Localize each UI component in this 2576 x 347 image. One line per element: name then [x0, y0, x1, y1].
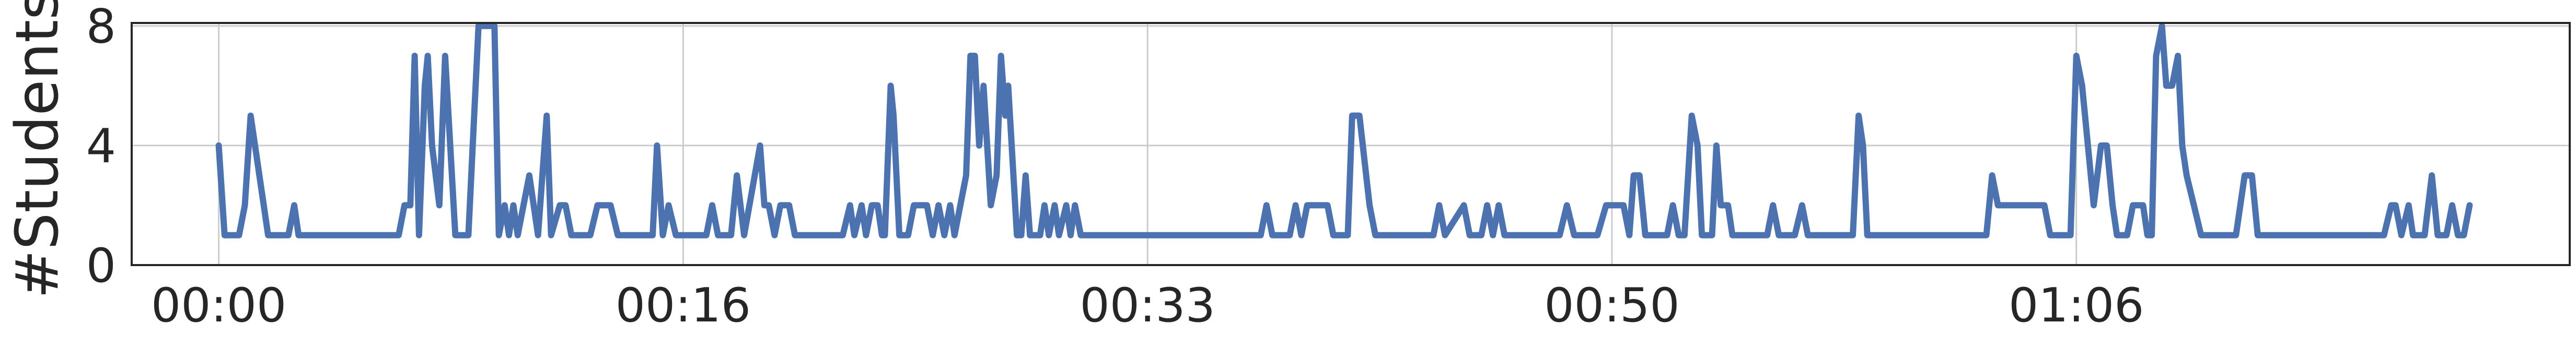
- data-point: [565, 205, 566, 206]
- data-point: [668, 205, 669, 206]
- data-point: [1639, 175, 1640, 176]
- y-axis-label: #Students: [4, 0, 72, 299]
- data-point: [410, 205, 411, 206]
- data-point: [504, 205, 505, 206]
- data-point: [404, 205, 405, 206]
- series-group: [215, 22, 2473, 238]
- x-tick-label: 00:16: [616, 278, 751, 333]
- x-tick-label: 00:00: [151, 278, 286, 333]
- data-point: [513, 205, 514, 206]
- data-point: [597, 205, 598, 206]
- y-tick-label: 0: [86, 238, 116, 293]
- x-tick-label: 00:33: [1080, 278, 1215, 333]
- data-point: [979, 145, 980, 146]
- data-point: [2044, 205, 2045, 206]
- data-point: [966, 175, 967, 176]
- data-point: [1691, 115, 1692, 116]
- plot-frame: [131, 22, 2571, 266]
- data-point: [2408, 205, 2409, 206]
- data-point: [996, 175, 997, 176]
- data-point: [1327, 205, 1328, 206]
- x-tick-labels: 00:00 00:16 00:33 00:50 01:06: [151, 278, 2144, 333]
- data-point: [1697, 145, 1698, 146]
- y-tick-label: 8: [86, 0, 116, 54]
- data-point: [1438, 205, 1440, 206]
- data-point: [2452, 205, 2453, 206]
- data-point: [2395, 205, 2396, 206]
- data-point: [780, 205, 781, 206]
- y-tick-label: 4: [86, 119, 116, 174]
- data-point: [294, 205, 295, 206]
- data-point: [1359, 115, 1360, 116]
- data-point: [2186, 175, 2187, 176]
- data-point: [712, 205, 713, 206]
- data-point: [218, 145, 219, 146]
- data-point: [877, 205, 878, 206]
- data-point: [1487, 205, 1488, 206]
- data-point: [1025, 175, 1026, 176]
- data-point: [2469, 205, 2470, 206]
- data-point: [1633, 175, 1634, 176]
- data-point: [610, 205, 611, 206]
- data-point: [1266, 205, 1267, 206]
- data-point: [938, 205, 939, 206]
- y-tick-labels: 0 4 8: [86, 0, 116, 293]
- data-point: [2244, 175, 2245, 176]
- data-point: [1623, 205, 1624, 206]
- data-point: [788, 205, 790, 206]
- data-point: [2182, 145, 2183, 146]
- x-tick-label: 01:06: [2009, 278, 2144, 333]
- x-tick-label: 00:50: [1544, 278, 1679, 333]
- data-point: [1295, 205, 1296, 206]
- data-point: [1054, 205, 1055, 206]
- series-line-0: [215, 22, 2473, 238]
- data-point: [1005, 115, 1006, 116]
- data-point: [529, 175, 530, 176]
- data-point: [250, 115, 251, 116]
- data-point: [2391, 205, 2392, 206]
